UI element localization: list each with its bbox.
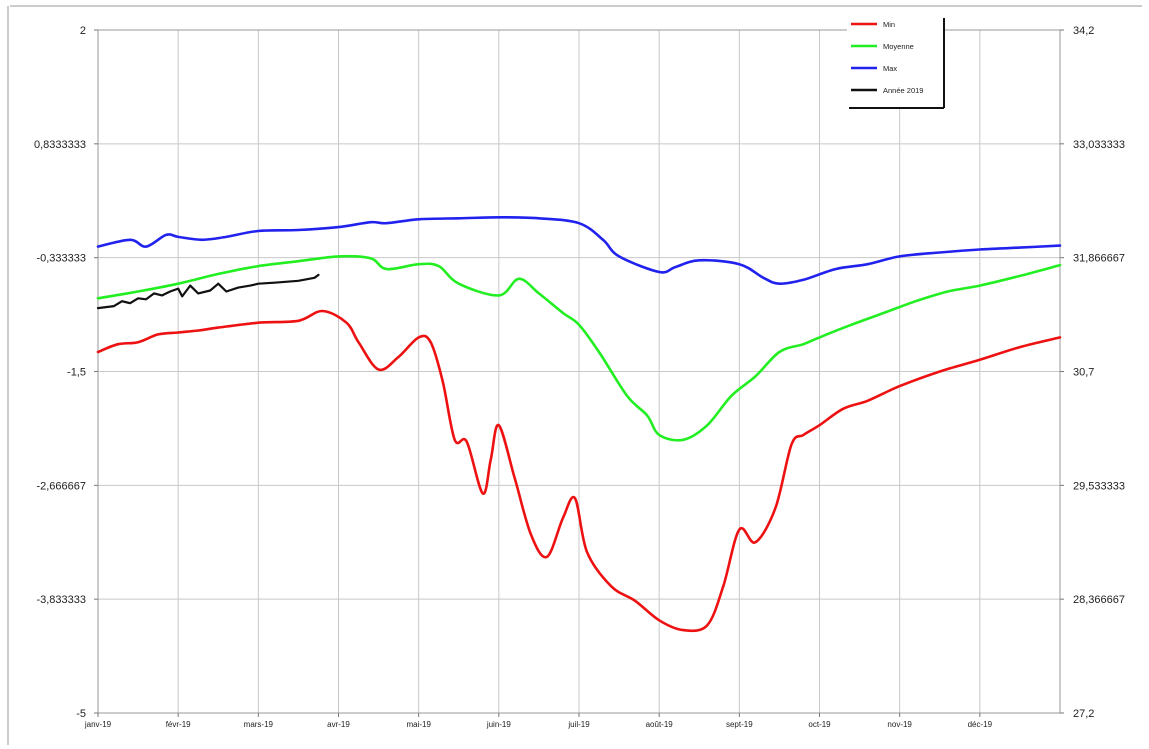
x-tick-label: déc-19 — [968, 720, 993, 729]
gridlines — [98, 30, 1060, 713]
legend: Min Moyenne Max Année 2019 — [847, 12, 945, 109]
series-line-max — [96, 216, 1062, 286]
x-tick-label: juil-19 — [567, 720, 590, 729]
legend-label-max: Max — [883, 64, 897, 73]
y-right-tick-label: 30,7 — [1073, 367, 1094, 379]
x-tick-label: nov-19 — [887, 720, 912, 729]
x-tick-label: sept-19 — [726, 720, 753, 729]
x-tick-label: mars-19 — [244, 720, 274, 729]
x-tick-label: avr-19 — [327, 720, 350, 729]
series-line-min — [96, 309, 1062, 633]
series-line-annee-2019 — [96, 273, 320, 310]
legend-label-min: Min — [883, 20, 895, 29]
y-left-tick-label: -3,833333 — [36, 594, 86, 606]
y-left-tick-label: -1,5 — [67, 367, 86, 379]
y-right-tick-label: 33,033333 — [1073, 139, 1125, 151]
y-right-tick-label: 34,2 — [1073, 25, 1094, 37]
x-tick-label: janv-19 — [84, 720, 112, 729]
y-right-tick-label: 28,366667 — [1073, 594, 1125, 606]
y-left-tick-label: -0,333333 — [36, 253, 86, 265]
y-left-tick-label: 0,8333333 — [34, 139, 86, 151]
legend-box — [847, 12, 944, 108]
y-right-tick-label: 31,866667 — [1073, 253, 1125, 265]
y-right-tick-label: 27,2 — [1073, 708, 1094, 720]
x-tick-label: mai-19 — [406, 720, 431, 729]
y-right-tick-label: 29,533333 — [1073, 480, 1125, 492]
x-tick-label: août-19 — [646, 720, 674, 729]
legend-label-annee-2019: Année 2019 — [883, 86, 923, 95]
y-left-tick-label: -5 — [76, 708, 86, 720]
x-tick-label: févr-19 — [166, 720, 191, 729]
series-line-moyenne — [96, 254, 1062, 442]
y-left-tick-label: 2 — [80, 25, 86, 37]
legend-label-moyenne: Moyenne — [883, 42, 914, 51]
y-left-tick-label: -2,666667 — [36, 480, 86, 492]
x-tick-label: oct-19 — [808, 720, 831, 729]
axis-ticks: 2 0,8333333 -0,333333 -1,5 -2,666667 -3,83333… — [34, 25, 1125, 729]
series-group — [96, 216, 1062, 633]
x-tick-label: juin-19 — [486, 720, 512, 729]
